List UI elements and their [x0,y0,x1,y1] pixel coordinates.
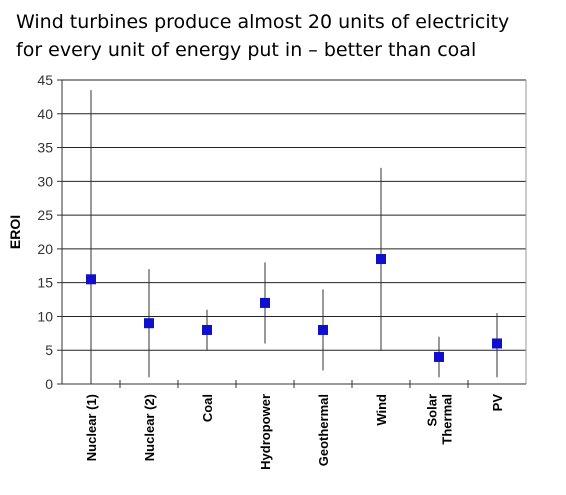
data-marker [144,318,154,329]
data-marker [202,324,212,335]
x-category-label: Wind [374,394,389,426]
x-category-label: Geothermal [316,394,331,466]
y-tick-label: 5 [45,342,53,358]
data-marker [434,351,444,362]
grid-lines [62,79,526,351]
y-tick-label: 35 [37,140,53,156]
x-category-label-line: Solar [425,394,440,427]
y-tick-label: 40 [37,106,53,122]
x-category-label: PV [490,394,505,412]
x-category-label: Coal [200,394,215,422]
x-category-label-line: PV [490,394,505,412]
x-category-label: Nuclear (2) [142,394,157,461]
y-tick-label: 10 [37,308,53,324]
y-axis-label: EROI [7,215,23,249]
x-category-label: Nuclear (1) [84,394,99,461]
data-marker [492,338,502,349]
data-markers [86,254,502,362]
x-category-labels: Nuclear (1) Nuclear (2) Coal Hydropower Geot… [84,394,505,470]
y-tick-label: 15 [37,275,53,291]
chart-title-line-1: Wind turbines produce almost 20 units of… [16,11,510,33]
x-category-label: Hydropower [258,394,273,470]
data-marker [86,274,96,285]
axes [57,79,527,388]
y-tick-label: 0 [45,376,53,392]
y-tick-label: 30 [37,173,53,189]
range-lines [90,90,498,384]
x-category-label: Solar Thermal [425,394,455,445]
x-category-label-line: Geothermal [316,394,331,466]
x-category-label-line: Nuclear (1) [84,394,99,461]
x-category-label-line: Hydropower [258,394,273,470]
chart-title: Wind turbines produce almost 20 units of… [16,8,556,64]
x-category-label-line: Wind [374,394,389,426]
data-marker [260,297,270,308]
y-tick-label: 45 [37,72,53,88]
y-tick-labels: 0 5 10 15 20 25 30 35 40 45 [37,72,53,392]
y-tick-label: 25 [37,207,53,223]
x-category-label-line: Coal [200,394,215,422]
x-category-label-line: Nuclear (2) [142,394,157,461]
y-tick-label: 20 [37,241,53,257]
x-category-label-line: Thermal [440,394,455,445]
data-marker [318,324,328,335]
data-marker [376,254,386,265]
chart-title-line-2: for every unit of energy put in – better… [16,39,477,61]
